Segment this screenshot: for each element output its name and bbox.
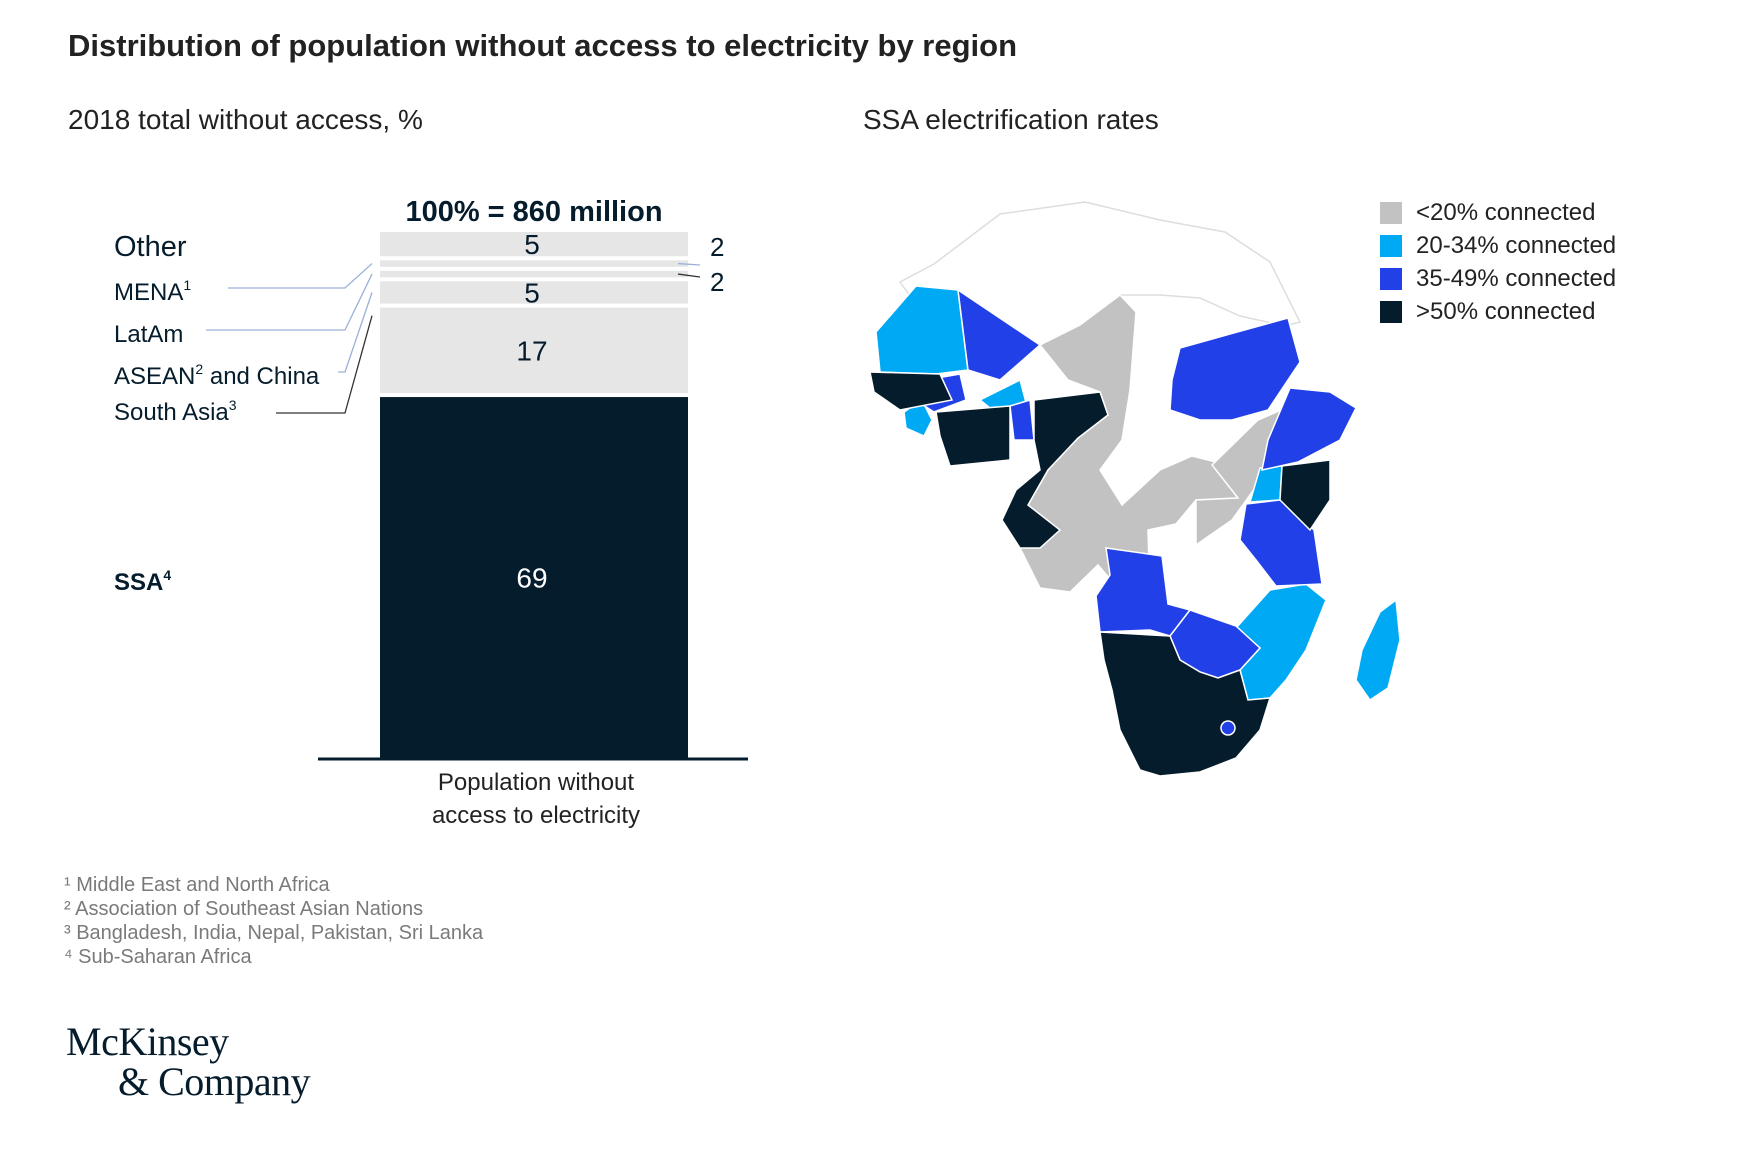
- legend-item: 35-49% connected: [1380, 262, 1616, 295]
- category-label: SSA4: [114, 567, 171, 596]
- logo-line-2: & Company: [118, 1059, 311, 1104]
- category-label: South Asia3: [114, 397, 237, 426]
- category-leader: [276, 315, 373, 414]
- bar-segment: [380, 232, 688, 257]
- map-region-blue: [1169, 317, 1301, 421]
- category-label: MENA1: [114, 277, 191, 306]
- legend-label: 35-49% connected: [1416, 264, 1617, 292]
- map-region-light-blue: [875, 285, 969, 375]
- legend-swatch: [1380, 234, 1402, 257]
- footnote: ² Association of Southeast Asian Nations: [64, 898, 424, 920]
- mckinsey-logo: McKinsey & Company: [66, 1019, 311, 1104]
- map-region-blue: [957, 288, 1042, 381]
- bar-segment: [380, 307, 688, 394]
- map-subtitle: SSA electrification rates: [863, 104, 1159, 135]
- category-label: LatAm: [114, 321, 183, 348]
- legend-swatch: [1380, 300, 1402, 323]
- map-region-navy: [1001, 391, 1109, 549]
- chart-title: Distribution of population without acces…: [68, 28, 1018, 63]
- data-label: 2: [710, 232, 724, 262]
- legend-item: 20-34% connected: [1380, 229, 1616, 262]
- map-legend: <20% connected 20-34% connected 35-49% c…: [1380, 196, 1616, 328]
- map-region-blue: [1261, 387, 1357, 471]
- category-label: ASEAN2 and China: [114, 361, 320, 390]
- map-region-navy: [935, 405, 1011, 467]
- data-label: 69: [516, 563, 547, 594]
- data-label: 17: [516, 335, 547, 366]
- map-region-blue: [1009, 399, 1035, 441]
- footnote: ¹ Middle East and North Africa: [64, 874, 330, 896]
- bar-chart-subtitle: 2018 total without access, %: [68, 104, 423, 135]
- total-label: 100% = 860 million: [405, 196, 662, 228]
- bar-segment: [380, 397, 688, 758]
- africa-map: [869, 201, 1401, 777]
- map-region-navy: [1099, 631, 1272, 777]
- map-region-navy: [869, 371, 954, 411]
- map-region-blue: [1095, 547, 1192, 637]
- bar-segment: [380, 281, 688, 304]
- map-region-navy: [1279, 459, 1331, 532]
- category-leader: [338, 292, 373, 373]
- legend-label: 20-34% connected: [1416, 231, 1617, 259]
- legend-label: <20% connected: [1416, 198, 1596, 226]
- data-label: 5: [524, 277, 540, 308]
- footnote: ³ Bangladesh, India, Nepal, Pakistan, Sr…: [64, 922, 484, 944]
- map-region-light-blue: [1355, 598, 1401, 702]
- label-leader: [677, 273, 701, 278]
- category-leader: [206, 273, 373, 331]
- legend-swatch: [1380, 267, 1402, 290]
- legend-item: >50% connected: [1380, 295, 1616, 328]
- map-region-blue: [1220, 720, 1236, 736]
- logo-line-1: McKinsey: [66, 1019, 229, 1064]
- legend-label: >50% connected: [1416, 297, 1596, 325]
- legend-item: <20% connected: [1380, 196, 1616, 229]
- bar-segment: [380, 260, 688, 267]
- category-label: Other: [114, 231, 187, 263]
- legend-swatch: [1380, 201, 1402, 224]
- label-leader: [677, 262, 701, 266]
- data-label: 2: [710, 267, 724, 297]
- data-label: 5: [524, 229, 540, 260]
- footnote: ⁴ Sub-Saharan Africa: [64, 946, 252, 968]
- bar-segment: [380, 270, 688, 278]
- category-leader: [228, 263, 373, 289]
- x-category-label: Population without access to electricity: [432, 769, 640, 829]
- footnotes: ¹ Middle East and North Africa ² Associa…: [64, 873, 483, 969]
